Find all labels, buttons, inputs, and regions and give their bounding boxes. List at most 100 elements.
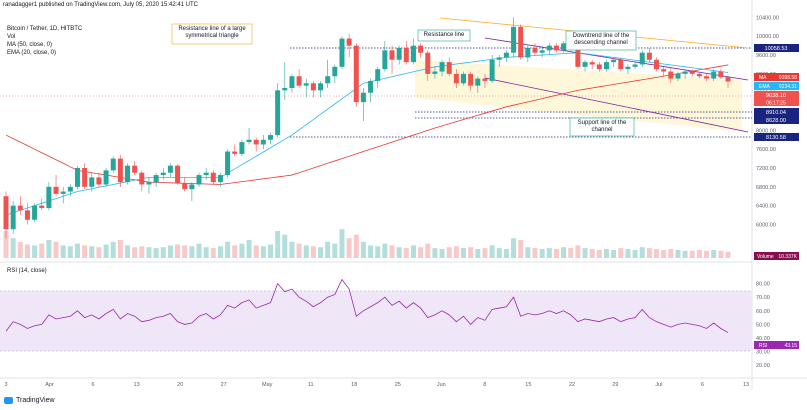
volume-bar: [704, 250, 710, 258]
close-badge: 9038.10: [754, 91, 799, 99]
candle: [539, 45, 545, 58]
candle: [260, 135, 266, 150]
legend-ma[interactable]: MA (50, close, 0): [7, 42, 53, 48]
level-3-badge: 8130.58: [754, 133, 799, 141]
volume-bar: [253, 245, 259, 258]
rsi-badge-value: 43.15: [784, 343, 797, 349]
volume-bar: [167, 245, 173, 258]
candle: [668, 66, 674, 84]
volume-bar: [682, 250, 688, 258]
volume-bar: [210, 248, 216, 258]
rsi-tick-label: 70.00: [756, 295, 770, 301]
volume-bar: [110, 241, 116, 258]
candle: [525, 45, 531, 63]
candle: [182, 177, 188, 192]
rsi-tick-label: 80.00: [756, 282, 770, 288]
candle: [482, 73, 488, 88]
volume-bar: [239, 243, 245, 258]
candle: [375, 66, 381, 88]
volume-bar: [96, 247, 102, 258]
volume-bar: [446, 247, 452, 258]
time-axis[interactable]: 3 Apr 6 13 20 27 May 11 18 25 Jun 8 15 22 29 Jul 6 13: [4, 382, 749, 388]
legend-ema[interactable]: EMA (20, close, 0): [7, 50, 57, 56]
rsi-band: [0, 291, 752, 351]
candle: [139, 170, 145, 192]
volume-bar: [175, 244, 181, 258]
candle: [103, 168, 109, 187]
candle: [589, 59, 595, 70]
callout-resistance: Resistance line: [423, 32, 465, 38]
candle: [10, 200, 16, 234]
candle: [132, 160, 138, 176]
legend-title[interactable]: Bitcoin / Tether, 1D, HITBTC: [7, 26, 83, 32]
callout-downtrend-box[interactable]: [565, 30, 637, 51]
level-3-text: 8130.58: [766, 135, 786, 141]
volume-bar: [461, 248, 466, 258]
candle: [689, 69, 695, 77]
volume-bar: [482, 248, 488, 258]
volume-bar: [225, 241, 231, 258]
price-tick-label: 9600.00: [756, 53, 776, 59]
time-tick-label: 29: [612, 382, 618, 388]
candle: [253, 137, 259, 152]
candle: [453, 69, 459, 88]
time-tick-label: 6: [92, 382, 95, 388]
volume-bar: [432, 248, 438, 258]
publisher-text: ranadagger1 published on TradingView.com…: [3, 2, 199, 8]
time-tick-label: 8: [483, 382, 486, 388]
callout-resistance-triangle-box[interactable]: [171, 23, 253, 45]
candle: [425, 50, 431, 81]
volume-bar: [67, 246, 73, 258]
candle: [461, 71, 466, 86]
candle: [339, 36, 345, 70]
ema-badge-label: EMA: [759, 84, 771, 90]
volume-bar: [310, 246, 316, 258]
candle: [17, 196, 23, 216]
candle: [611, 57, 617, 67]
volume-bar: [496, 248, 502, 258]
volume-bar: [711, 249, 717, 258]
volume-bar: [668, 249, 674, 258]
volume-bar: [318, 247, 324, 258]
volume-bar: [654, 249, 660, 258]
candle: [532, 43, 538, 56]
candle: [217, 172, 223, 187]
legend-vol[interactable]: Vol: [7, 34, 16, 40]
timer-badge-text: 06:17:25: [766, 101, 786, 107]
ema-badge-value: 9234.31: [779, 84, 797, 90]
footer-brand[interactable]: TradingView: [4, 397, 55, 404]
candle: [603, 59, 609, 72]
candle: [210, 170, 216, 185]
volume-bar: [611, 249, 617, 258]
price-tick-label: 6400.00: [756, 204, 776, 210]
callout-support-box[interactable]: [569, 117, 635, 137]
volume-bar: [74, 243, 80, 258]
level-2-badge: 8628.00: [754, 116, 799, 124]
volume-bar: [39, 243, 45, 258]
legend-rsi[interactable]: RSI (14, close): [7, 268, 47, 274]
rsi-axis[interactable]: 80.00 70.00 60.00 50.00 40.00 30.00 20.00: [756, 282, 770, 370]
volume-bar: [17, 241, 23, 258]
candle: [24, 203, 30, 225]
volume-bar: [346, 238, 352, 258]
candle: [396, 45, 402, 65]
candle: [360, 88, 366, 121]
candle: [318, 80, 324, 98]
downtrend-line[interactable]: [484, 37, 749, 81]
volume-bar: [196, 243, 202, 258]
candle: [196, 172, 202, 187]
chart-header: ranadagger1 published on TradingView.com…: [3, 2, 198, 8]
volume-bar: [568, 248, 574, 258]
callout-resistance-box[interactable]: [417, 29, 471, 42]
candle: [496, 55, 502, 67]
volume-bar: [453, 246, 459, 258]
time-tick-label: 6: [701, 382, 704, 388]
volume-bar: [260, 246, 266, 258]
support-line[interactable]: [484, 77, 749, 133]
volume-bar: [511, 238, 517, 258]
candle: [310, 80, 316, 98]
candle: [675, 71, 681, 81]
volume-bar: [3, 231, 9, 258]
candle: [661, 66, 667, 77]
